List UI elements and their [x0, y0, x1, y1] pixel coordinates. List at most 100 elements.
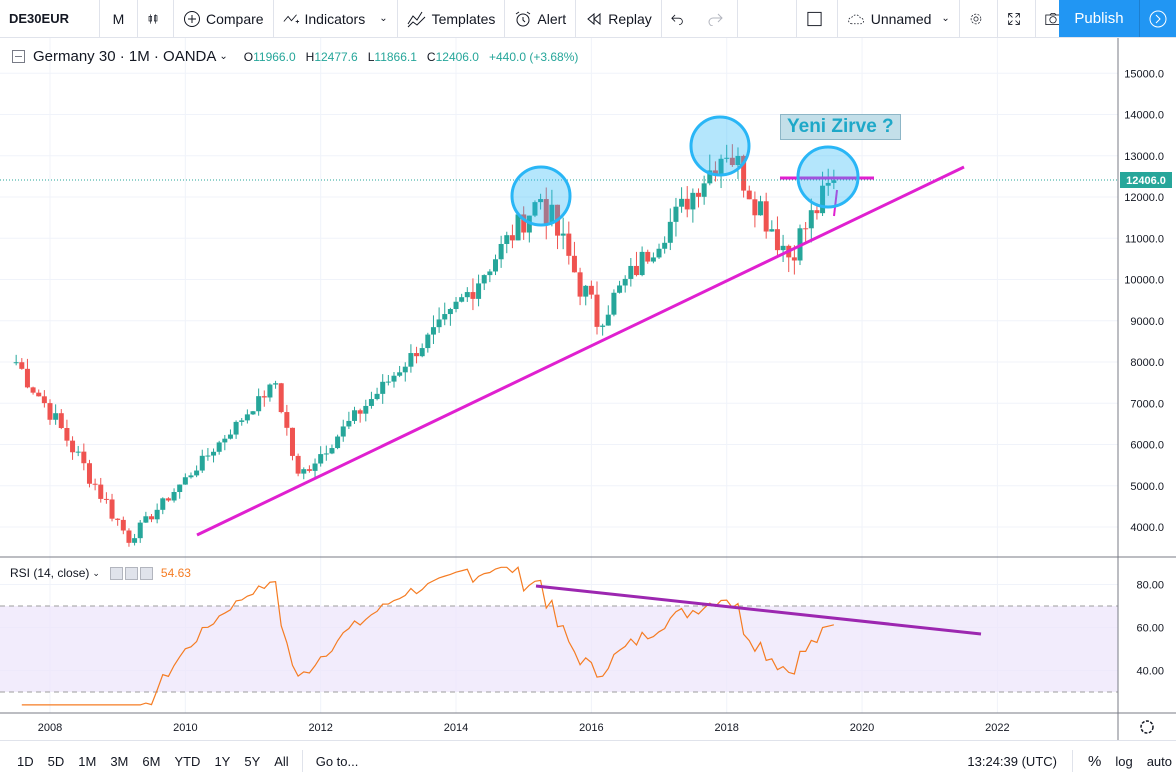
candle-body: [481, 275, 487, 284]
fullscreen-button[interactable]: [998, 0, 1036, 37]
goto-button[interactable]: Go to...: [315, 753, 359, 769]
peak-circle-2015[interactable]: [510, 165, 572, 227]
candle-body: [521, 214, 527, 233]
range-button-6m[interactable]: 6M: [142, 753, 161, 769]
candle-body: [239, 420, 245, 422]
templates-icon: [407, 11, 425, 27]
price-tick-label: 13000.0: [1124, 151, 1164, 163]
range-button-all[interactable]: All: [274, 753, 289, 769]
candle-body: [357, 410, 363, 414]
save-layout-button[interactable]: Unnamed ⌄: [838, 0, 960, 37]
compare-button[interactable]: Compare: [174, 0, 274, 37]
alert-label: Alert: [537, 10, 567, 27]
candle-body: [543, 199, 549, 224]
candle-body: [306, 469, 312, 471]
range-button-3m[interactable]: 3M: [110, 753, 129, 769]
peak-circle-2018[interactable]: [689, 115, 751, 177]
indicators-button[interactable]: Indicators ⌄: [274, 0, 398, 37]
candle-body: [594, 294, 600, 327]
candle-body: [430, 327, 436, 335]
alert-button[interactable]: Alert: [505, 0, 577, 37]
rsi-trendline[interactable]: [535, 584, 982, 636]
candle-body: [611, 292, 617, 315]
chart-type-button[interactable]: [138, 0, 174, 37]
clock-divider: [1071, 750, 1073, 772]
candle-body: [160, 498, 166, 510]
time-tick-label: 2020: [850, 722, 874, 734]
range-button-1d[interactable]: 1D: [17, 753, 34, 769]
candle-body: [571, 255, 577, 273]
log-toggle[interactable]: log: [1115, 753, 1133, 769]
ohlc-values: O11966.0 H12477.6 L11866.1 C12406.0 +440…: [244, 50, 579, 64]
templates-button[interactable]: Templates: [398, 0, 506, 37]
range-button-1m[interactable]: 1M: [78, 753, 97, 769]
candle-body: [352, 410, 358, 421]
publish-button[interactable]: Publish: [1059, 0, 1139, 37]
chevron-down-icon[interactable]: ⌄: [219, 51, 228, 62]
settings-button[interactable]: [960, 0, 998, 37]
candle-body: [408, 353, 414, 367]
auto-toggle[interactable]: auto: [1146, 753, 1172, 769]
collapse-icon[interactable]: [12, 50, 25, 63]
peak-circle-2019[interactable]: [796, 145, 860, 209]
price-chart[interactable]: 15000.0 14000.0 13000.0 12000.0 11000.0 10000…: [0, 38, 1176, 740]
candle-body: [476, 283, 482, 299]
candle-body: [453, 301, 459, 310]
last-price-tag: 12406.0: [1126, 175, 1166, 187]
settings-icon[interactable]: [124, 566, 138, 580]
replay-button[interactable]: Replay: [576, 0, 662, 37]
candle-body: [662, 242, 668, 249]
candle-body: [758, 201, 764, 216]
candle-body: [622, 278, 628, 286]
range-button-ytd[interactable]: YTD: [174, 753, 201, 769]
candle-body: [628, 265, 634, 279]
yeni-zirve-annotation[interactable]: Yeni Zirve ?: [780, 114, 901, 140]
time-tick-label: 2014: [444, 722, 468, 734]
symbol-search-button[interactable]: DE30EUR: [0, 0, 100, 37]
time-axis-settings-button[interactable]: [1140, 720, 1154, 734]
rsi-value: 54.63: [160, 566, 191, 580]
candle-body: [36, 392, 42, 397]
close-icon[interactable]: [139, 566, 153, 580]
bottom-toolbar: 1D 5D 1M 3M 6M YTD 1Y 5Y All Go to... 13:24:39 (…: [0, 740, 1176, 781]
high-value: 12477.6: [314, 49, 358, 64]
layout-select-button[interactable]: [795, 0, 838, 37]
percent-toggle[interactable]: %: [1087, 752, 1102, 770]
candle-body: [256, 396, 262, 412]
candle-body: [549, 204, 555, 224]
range-button-5y[interactable]: 5Y: [244, 753, 261, 769]
support-trendline[interactable]: [196, 165, 965, 537]
close-value: 12406.0: [435, 49, 479, 64]
rsi-tick-label: 80.00: [1136, 580, 1164, 592]
candle-body: [13, 362, 19, 364]
candle-body: [791, 257, 797, 261]
candle-body: [132, 538, 138, 543]
candle-body: [81, 451, 87, 464]
range-button-1y[interactable]: 1Y: [214, 753, 231, 769]
symbol-title[interactable]: Germany 30 · 1M · OANDA: [33, 48, 217, 65]
candle-body: [633, 265, 639, 276]
rsi-title[interactable]: RSI (14, close): [10, 566, 90, 580]
publish-menu-button[interactable]: [1139, 0, 1176, 37]
clock-timezone[interactable]: 13:24:39 (UTC): [967, 753, 1057, 769]
candle-body: [679, 198, 685, 207]
interval-button[interactable]: M: [100, 0, 138, 37]
redo-icon: [708, 13, 723, 26]
time-tick-label: 2008: [38, 722, 62, 734]
candle-body: [509, 235, 515, 241]
undo-button[interactable]: [662, 0, 698, 37]
candle-body: [312, 463, 318, 471]
price-tick-label: 11000.0: [1125, 233, 1164, 245]
chevron-down-icon[interactable]: ⌄: [92, 567, 100, 578]
candle-body: [323, 453, 329, 455]
candle-body: [115, 518, 121, 520]
candle-body: [126, 530, 132, 543]
redo-button[interactable]: [698, 0, 738, 37]
candle-body: [831, 180, 837, 183]
candle-body: [414, 353, 420, 357]
chevron-down-icon: ⌄: [941, 13, 950, 24]
candle-body: [566, 233, 572, 256]
range-button-5d[interactable]: 5D: [47, 753, 65, 769]
candle-body: [419, 348, 425, 357]
visibility-icon[interactable]: [109, 566, 123, 580]
